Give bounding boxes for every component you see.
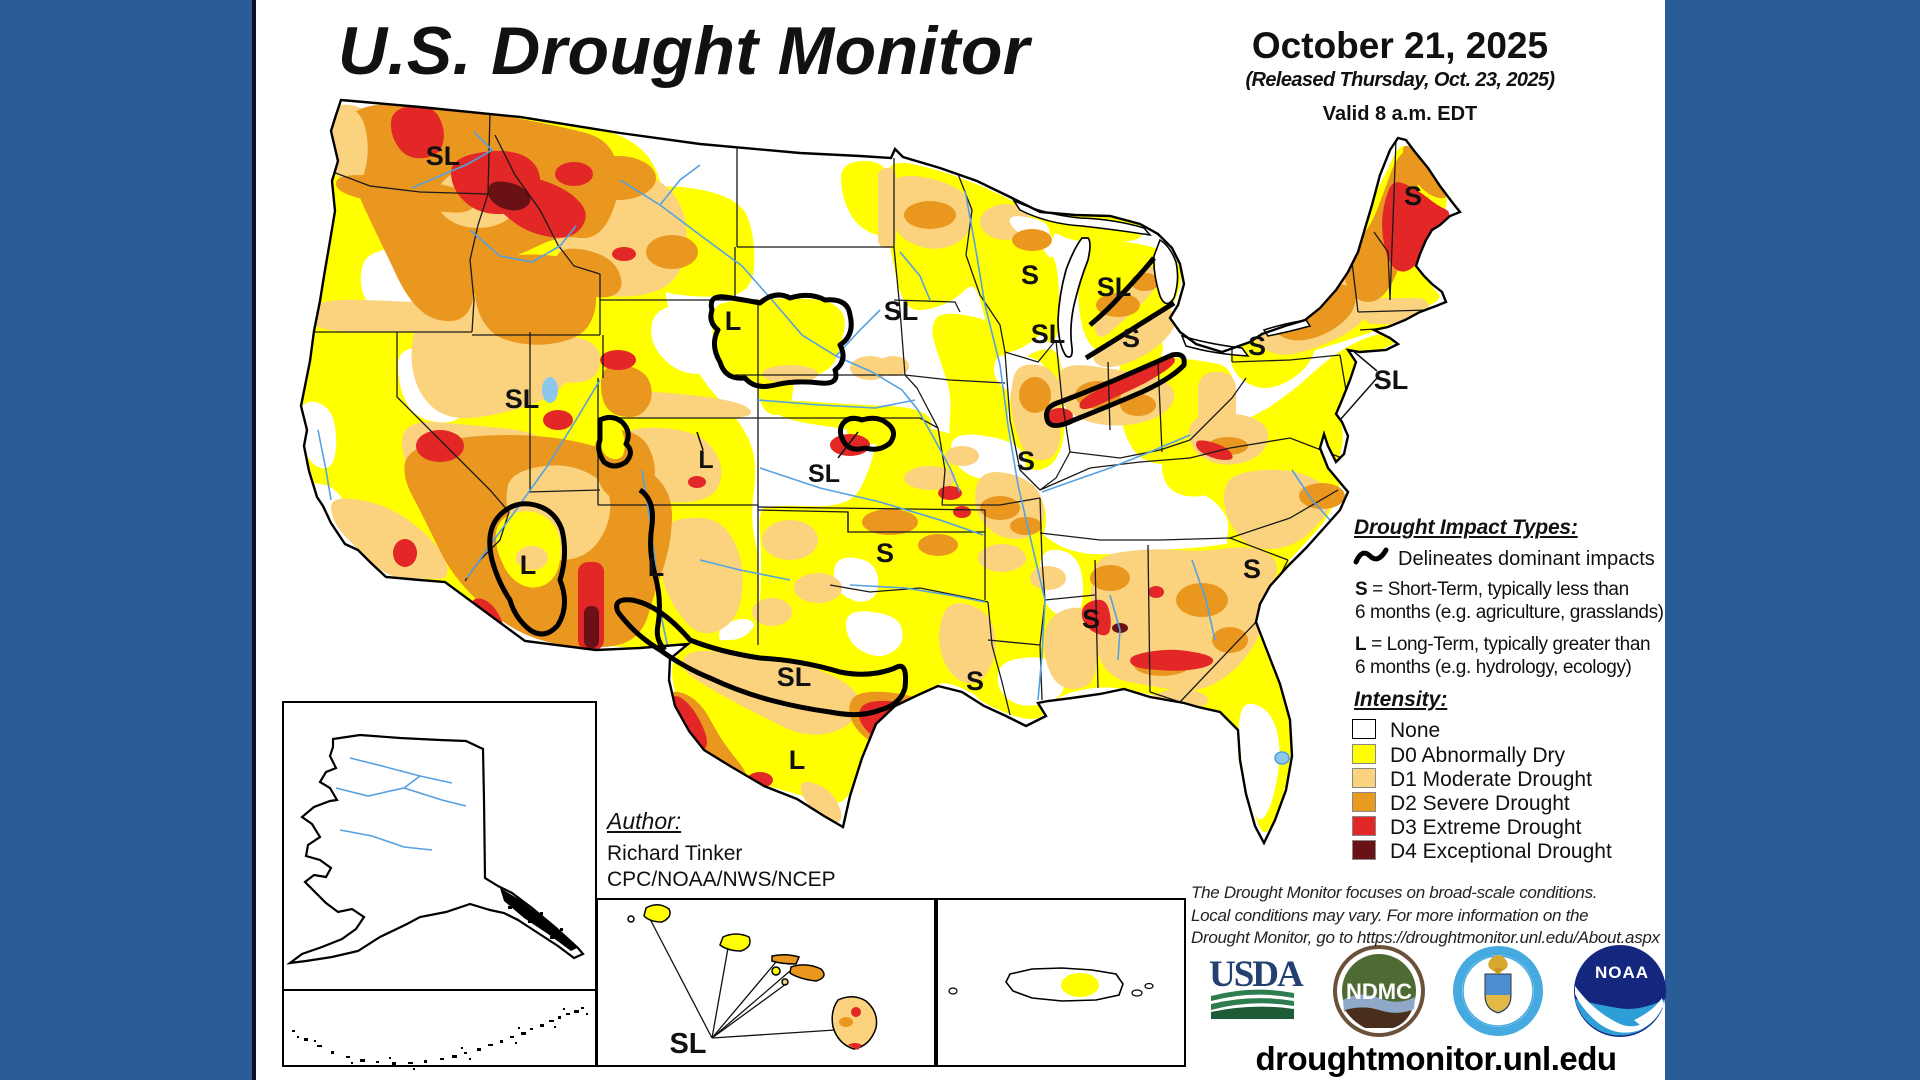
svg-text:L: L xyxy=(789,745,806,775)
svg-text:SL: SL xyxy=(777,662,812,692)
svg-text:SL: SL xyxy=(426,141,461,171)
svg-text:S: S xyxy=(1082,604,1100,634)
svg-text:USDA: USDA xyxy=(1209,954,1304,995)
svg-text:NOAA: NOAA xyxy=(1595,963,1649,982)
svg-text:SL: SL xyxy=(669,1028,706,1060)
svg-text:L: L xyxy=(725,306,742,336)
svg-text:L: L xyxy=(698,446,713,474)
svg-text:S: S xyxy=(1248,331,1266,361)
svg-text:S: S xyxy=(876,538,894,568)
svg-text:SL: SL xyxy=(808,460,840,488)
svg-text:S: S xyxy=(1021,260,1039,290)
svg-text:SL: SL xyxy=(884,296,919,326)
svg-text:NDMC: NDMC xyxy=(1346,979,1412,1004)
svg-text:S: S xyxy=(1404,181,1422,211)
svg-text:S: S xyxy=(1122,323,1140,353)
svg-text:SL: SL xyxy=(505,384,540,414)
svg-text:S: S xyxy=(1017,446,1035,476)
svg-text:SL: SL xyxy=(1031,319,1066,349)
svg-text:SL: SL xyxy=(1097,272,1132,302)
svg-text:S: S xyxy=(1243,554,1261,584)
svg-text:L: L xyxy=(648,552,665,582)
svg-text:S: S xyxy=(966,666,984,696)
svg-text:SL: SL xyxy=(1374,365,1409,395)
svg-text:L: L xyxy=(520,550,537,580)
